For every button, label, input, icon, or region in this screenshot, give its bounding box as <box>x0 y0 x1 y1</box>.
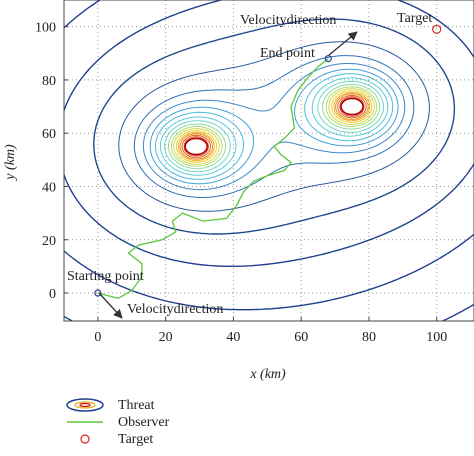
legend: Threat Observer Target <box>66 398 170 447</box>
contour-line <box>154 73 394 180</box>
contour-line <box>181 94 367 159</box>
y-tick-label: 80 <box>42 74 56 89</box>
contour-line <box>170 86 378 167</box>
contour-line <box>159 77 389 176</box>
x-tick-label: 20 <box>159 330 173 345</box>
contour-line <box>64 0 474 311</box>
contour-line <box>64 0 474 267</box>
annotation: Starting point <box>67 269 144 284</box>
arrow <box>98 292 123 319</box>
y-tick-label: 0 <box>49 287 56 302</box>
contour-line <box>149 68 399 185</box>
observer-path <box>97 58 329 300</box>
x-tick-label: 60 <box>294 330 308 345</box>
contour-line <box>167 83 381 170</box>
legend-icon <box>66 398 104 412</box>
legend-icon <box>74 401 96 409</box>
contour-line <box>64 303 474 321</box>
contour-line <box>142 63 406 191</box>
y-tick-label: 60 <box>42 127 56 142</box>
legend-label: Target <box>118 432 153 447</box>
x-axis-label: x (km) <box>249 367 286 382</box>
threat-center <box>184 137 208 156</box>
x-tick-label: 80 <box>362 330 376 345</box>
contour-line <box>177 92 371 162</box>
contour-line <box>164 80 385 173</box>
y-axis-label: y (km) <box>3 144 18 182</box>
contour-line <box>118 41 430 212</box>
observer-endpoint <box>94 289 102 297</box>
y-tick-label: 100 <box>35 21 56 36</box>
threat-center <box>340 97 364 116</box>
annotation: Velocitydirection <box>127 302 223 317</box>
x-tick-label: 100 <box>426 330 447 345</box>
contour-layer <box>64 0 474 321</box>
legend-icon <box>80 434 90 444</box>
contour-line <box>179 93 369 160</box>
y-tick-label: 40 <box>42 180 56 195</box>
arrow <box>328 31 358 56</box>
annotation: Target <box>397 11 432 26</box>
plot-frame <box>63 0 474 322</box>
x-tick-label: 40 <box>226 330 240 345</box>
contour-line <box>173 88 375 165</box>
contour-line <box>175 90 373 163</box>
legend-label: Observer <box>118 415 170 430</box>
overlay <box>94 24 442 300</box>
legend-label: Threat <box>118 398 155 413</box>
y-tick-label: 20 <box>42 234 56 249</box>
contour-line <box>93 18 456 235</box>
contour-line <box>183 96 365 157</box>
annotation: Velocitydirection <box>240 13 336 28</box>
observer-endpoint <box>324 55 332 63</box>
legend-icon <box>79 402 91 408</box>
target-marker <box>432 24 442 34</box>
annotation: End point <box>260 46 315 61</box>
x-tick-label: 0 <box>94 330 101 345</box>
